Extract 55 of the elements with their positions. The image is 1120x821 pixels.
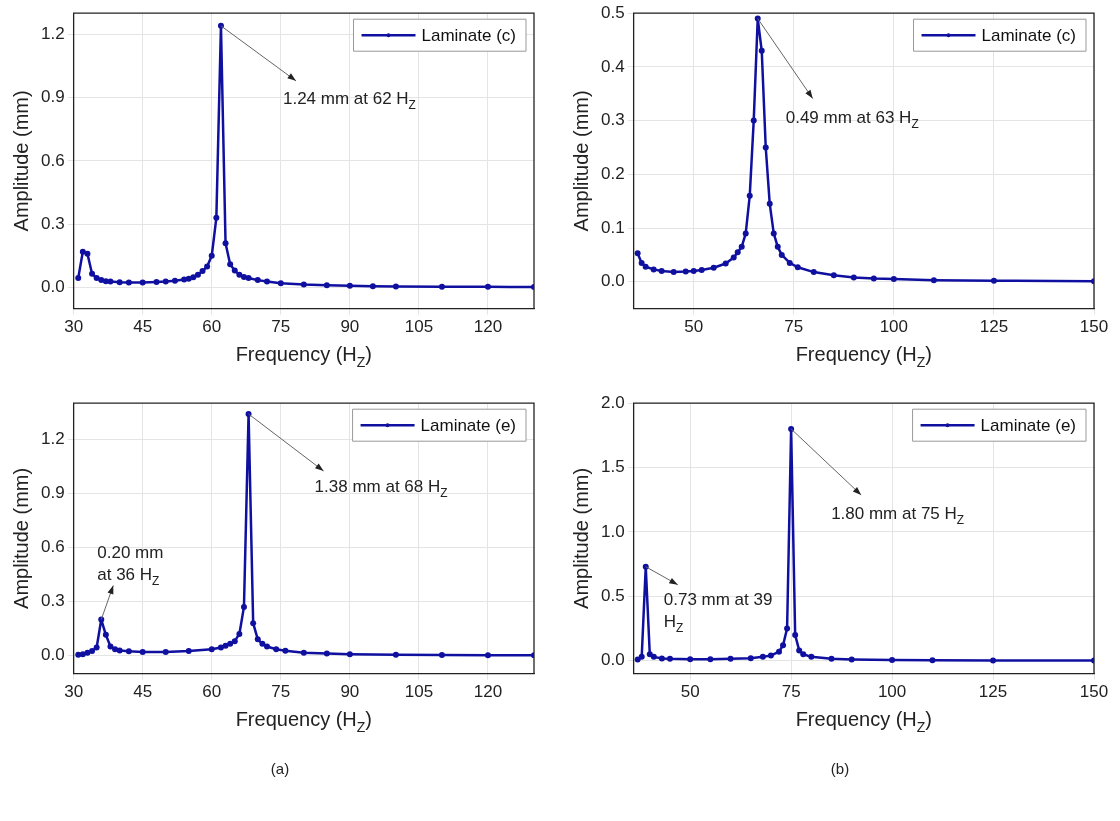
x-tick-label: 150 xyxy=(1079,682,1109,702)
y-tick-label: 0.2 xyxy=(600,164,625,184)
x-tick-label: 60 xyxy=(202,682,222,702)
x-tick-label: 30 xyxy=(64,682,84,702)
x-tick-label: 120 xyxy=(473,682,503,702)
x-tick-label: 75 xyxy=(271,317,291,337)
y-tick-label: 0.3 xyxy=(600,110,625,130)
x-tick-label: 125 xyxy=(978,682,1008,702)
y-tick-label: 0.5 xyxy=(600,2,625,22)
y-tick-label: 1.2 xyxy=(40,23,65,43)
x-tick-label: 45 xyxy=(133,682,153,702)
y-tick-label: 0.9 xyxy=(40,87,65,107)
y-tick-label: 1.0 xyxy=(600,521,625,541)
y-tick-label: 0.0 xyxy=(40,645,65,665)
legend-label: Laminate (e) xyxy=(420,416,516,436)
x-tick-label: 50 xyxy=(680,682,700,702)
y-tick-label: 1.2 xyxy=(40,428,65,448)
y-tick-label: 0.3 xyxy=(40,591,65,611)
x-tick-label: 30 xyxy=(64,317,84,337)
x-tick-label: 125 xyxy=(979,317,1009,337)
y-tick-label: 0.3 xyxy=(40,213,65,233)
x-tick-label: 75 xyxy=(784,317,804,337)
x-tick-label: 75 xyxy=(781,682,801,702)
y-tick-label: 0.6 xyxy=(40,537,65,557)
x-tick-label: 90 xyxy=(340,682,360,702)
x-tick-label: 90 xyxy=(340,317,360,337)
x-tick-label: 100 xyxy=(877,682,907,702)
legend-label: Laminate (c) xyxy=(981,26,1076,46)
x-tick-label: 60 xyxy=(202,317,222,337)
x-tick-label: 50 xyxy=(684,317,704,337)
y-axis-title: Amplitude (mm) xyxy=(569,90,592,232)
y-tick-label: 0.6 xyxy=(40,150,65,170)
y-axis-title: Amplitude (mm) xyxy=(9,90,32,232)
text: (b) xyxy=(829,760,851,777)
y-tick-label: 0.0 xyxy=(40,277,65,297)
x-tick-label: 105 xyxy=(404,317,434,337)
y-tick-label: 2.0 xyxy=(600,392,625,412)
legend-label: Laminate (e) xyxy=(980,416,1076,436)
y-tick-label: 0.0 xyxy=(600,271,625,291)
x-tick-label: 120 xyxy=(473,317,503,337)
x-tick-label: 105 xyxy=(404,682,434,702)
x-tick-label: 100 xyxy=(879,317,909,337)
x-tick-label: 150 xyxy=(1079,317,1109,337)
y-axis-title: Amplitude (mm) xyxy=(9,467,32,609)
y-tick-label: 0.9 xyxy=(40,483,65,503)
x-tick-label: 45 xyxy=(133,317,153,337)
legend-label: Laminate (c) xyxy=(421,26,516,46)
y-tick-label: 0.4 xyxy=(600,56,625,76)
text: (a) xyxy=(269,760,291,777)
y-tick-label: 0.5 xyxy=(600,586,625,606)
y-tick-label: 0.1 xyxy=(600,217,625,237)
y-tick-label: 1.5 xyxy=(600,457,625,477)
x-tick-label: 75 xyxy=(271,682,291,702)
y-tick-label: 0.0 xyxy=(600,650,625,670)
y-axis-title: Amplitude (mm) xyxy=(569,467,592,609)
